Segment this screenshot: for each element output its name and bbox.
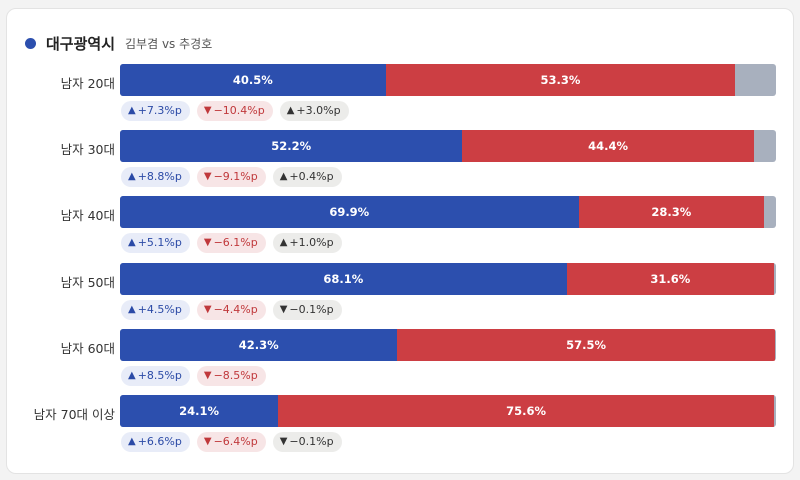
change-value: +0.4%p [289,170,334,184]
change-value: +8.5%p [137,368,182,382]
change-badge-red: ▼ −8.5%p [196,365,266,386]
category-label: 남자 60대 [60,340,115,356]
triangle-down-icon: ▼ [203,105,212,116]
change-badge-red: ▼ −9.1%p [196,167,266,188]
triangle-down-icon: ▼ [203,369,212,381]
change-badge-blue: ▲ +5.1%p [121,233,190,254]
triangle-down-icon: ▼ [203,436,212,447]
change-badge-blue: ▲ +4.5%p [121,299,190,320]
change-badge-gray: ▲ +3.0%p [279,101,349,121]
change-pills: ▲ +8.5%p ▼ −8.5%p [121,365,266,386]
triangle-down-icon: ▼ [203,171,212,183]
data-label: 75.6% [506,404,546,418]
triangle-up-icon: ▲ [128,171,136,183]
bar-segment-red: 75.6% [278,395,775,427]
bar-segment-red: 28.3% [578,196,765,229]
change-badge-gray: ▲ +0.4%p [272,167,342,188]
triangle-down-icon: ▼ [279,303,288,315]
change-value: −0.1%p [289,435,334,448]
stacked-bar: 42.3% 57.5% [120,328,776,361]
category-label: 남자 70대 이상 [33,407,115,422]
matchup-subtitle: 김부겸 vs 추경호 [125,36,213,51]
triangle-up-icon: ▲ [279,171,288,183]
change-value: −6.1%p [213,236,258,250]
change-badge-blue: ▲ +8.8%p [121,167,190,188]
category-label: 남자 50대 [60,274,115,290]
change-value: −10.4%p [213,104,265,117]
data-label: 24.1% [179,404,219,418]
category-label: 남자 20대 [60,76,115,91]
category-label: 남자 30대 [60,142,115,158]
change-badge-gray: ▼ −0.1%p [272,432,342,452]
bar-segment-red: 44.4% [462,130,754,163]
stacked-bar: 52.2% 44.4% [120,130,776,163]
change-badge-red: ▼ −6.4%p [196,432,266,452]
change-value: +3.0%p [296,104,341,117]
data-label: 53.3% [540,73,581,87]
bar-segment-red: 57.5% [397,328,775,361]
stacked-bar: 69.9% 28.3% [120,196,776,229]
triangle-up-icon: ▲ [128,436,136,447]
change-value: −0.1%p [289,302,334,316]
bar-segment-blue: 40.5% [120,64,386,96]
change-badge-blue: ▲ +6.6%p [121,432,190,452]
change-badge-blue: ▲ +8.5%p [121,365,190,386]
change-value: −4.4%p [213,302,258,316]
change-badge-gray: ▼ −0.1%p [272,299,342,320]
stacked-bar: 40.5% 53.3% [120,64,776,96]
triangle-up-icon: ▲ [279,237,288,249]
triangle-up-icon: ▲ [128,237,136,249]
bar-segment-blue: 52.2% [120,130,463,163]
region-title: 대구광역시 [46,34,116,53]
change-value: +5.1%p [137,236,182,250]
change-value: −8.5%p [213,368,258,382]
change-badge-gray: ▲ +1.0%p [272,233,342,254]
change-pills: ▲ +7.3%p ▼ −10.4%p ▲ +3.0%p [121,101,349,121]
change-pills: ▲ +6.6%p ▼ −6.4%p ▼ −0.1%p [121,432,342,452]
category-label: 남자 40대 [60,208,115,224]
triangle-up-icon: ▲ [128,303,136,315]
chart-card: 대구광역시 김부겸 vs 추경호 남자 20대 40.5% 53.3% ▲ +7.3%p… [6,8,794,474]
stacked-bar: 24.1% 75.6% [120,395,776,427]
change-badge-red: ▼ −4.4%p [196,299,266,320]
bar-segment-red: 53.3% [385,64,736,96]
change-value: +1.0%p [289,236,334,250]
bar-segment-blue: 68.1% [120,262,567,295]
data-label: 28.3% [651,205,692,220]
data-label: 40.5% [232,73,273,87]
change-badge-red: ▼ −10.4%p [196,101,273,121]
change-value: +4.5%p [137,302,182,316]
triangle-down-icon: ▼ [203,303,212,315]
change-badge-blue: ▲ +7.3%p [121,101,190,121]
bar-segment-blue: 24.1% [120,395,279,427]
region-dot-icon [25,37,36,49]
change-value: +7.3%p [137,104,182,117]
change-value: +6.6%p [137,435,182,448]
change-value: +8.8%p [137,170,182,184]
bar-segment-blue: 42.3% [120,328,398,361]
chart-header: 대구광역시 김부겸 vs 추경호 [25,33,212,53]
change-pills: ▲ +5.1%p ▼ −6.1%p ▲ +1.0%p [121,233,342,254]
change-badge-red: ▼ −6.1%p [196,233,266,254]
triangle-up-icon: ▲ [128,369,136,381]
triangle-down-icon: ▼ [203,237,212,249]
triangle-up-icon: ▲ [128,105,136,116]
change-pills: ▲ +4.5%p ▼ −4.4%p ▼ −0.1%p [121,299,342,320]
change-value: −9.1%p [213,170,258,184]
triangle-down-icon: ▼ [279,436,288,447]
data-label: 52.2% [271,139,312,154]
data-label: 42.3% [238,337,279,352]
change-pills: ▲ +8.8%p ▼ −9.1%p ▲ +0.4%p [121,167,342,188]
triangle-up-icon: ▲ [286,105,295,116]
bar-segment-blue: 69.9% [120,196,579,229]
data-label: 57.5% [566,337,607,352]
stacked-bar: 68.1% 31.6% [120,262,776,295]
data-label: 44.4% [588,139,628,154]
change-value: −6.4%p [213,435,258,448]
data-label: 68.1% [323,271,364,286]
bar-segment-red: 31.6% [566,262,775,295]
data-label: 69.9% [329,205,370,220]
data-label: 31.6% [650,271,691,286]
